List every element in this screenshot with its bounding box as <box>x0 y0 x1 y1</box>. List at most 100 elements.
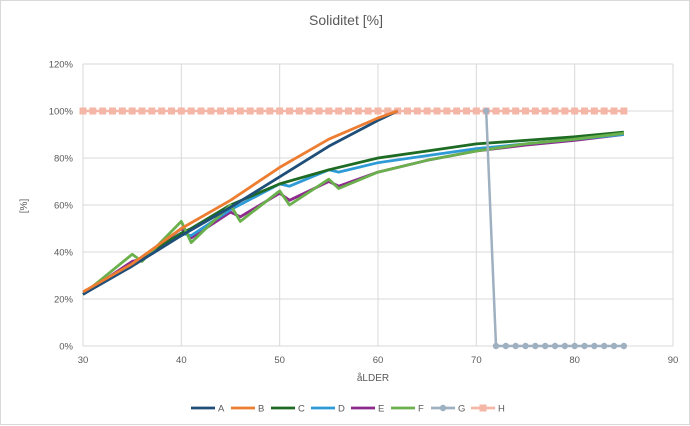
data-point <box>492 107 500 115</box>
data-point <box>463 107 470 115</box>
data-point <box>610 107 618 115</box>
data-point <box>404 107 411 115</box>
data-point <box>502 342 510 350</box>
data-point <box>512 107 520 115</box>
data-point <box>581 107 588 115</box>
series-line-c <box>82 130 624 296</box>
data-point <box>512 342 519 350</box>
data-point <box>600 107 608 115</box>
legend-item-c: C <box>271 404 305 415</box>
legend-item-g: G <box>431 404 465 415</box>
data-point <box>345 107 352 115</box>
data-point <box>443 107 451 115</box>
data-point <box>335 107 343 115</box>
data-point <box>541 107 549 115</box>
data-point <box>522 342 529 350</box>
data-point <box>551 342 559 350</box>
legend-item-a: A <box>191 404 225 415</box>
data-point <box>207 107 215 115</box>
legend-label: D <box>338 404 345 415</box>
y-tick-label: 0% <box>59 342 73 353</box>
data-point <box>286 107 293 115</box>
series-g <box>482 107 628 350</box>
grid <box>82 63 674 347</box>
legend-label: G <box>458 404 465 415</box>
x-tick-label: 50 <box>274 355 285 366</box>
data-point <box>502 107 510 115</box>
series-c <box>82 130 624 296</box>
data-point <box>600 342 608 350</box>
data-point <box>276 107 284 115</box>
data-point <box>384 107 392 115</box>
data-point <box>354 107 362 115</box>
data-point <box>472 107 480 115</box>
legend-item-d: D <box>311 404 345 415</box>
data-point <box>266 107 274 115</box>
data-point <box>591 342 598 350</box>
legend-label: C <box>298 404 305 415</box>
data-point <box>413 107 421 115</box>
legend: A B C D E F G H <box>191 404 505 415</box>
legend-label: B <box>258 404 264 415</box>
chart-title: Soliditet [%] <box>309 12 383 28</box>
data-point <box>590 107 598 115</box>
data-point <box>423 107 431 115</box>
data-point <box>227 107 234 115</box>
data-point <box>522 107 529 115</box>
x-tick-label: 70 <box>471 355 482 366</box>
x-axis-label: åLDER <box>357 372 389 384</box>
data-point <box>79 107 87 115</box>
data-point <box>581 342 588 350</box>
x-tick-labels: 30 40 50 60 70 80 90 <box>78 355 679 366</box>
data-point <box>197 107 205 115</box>
data-point <box>177 107 185 115</box>
data-point <box>305 107 313 115</box>
x-tick-label: 30 <box>78 355 89 366</box>
series-a <box>82 109 399 296</box>
data-point <box>325 107 333 115</box>
data-point <box>453 107 461 115</box>
legend-item-e: E <box>351 404 384 415</box>
legend-marker <box>439 404 447 412</box>
data-point <box>99 107 107 115</box>
y-tick-label: 120% <box>49 60 74 71</box>
data-point <box>561 107 569 115</box>
data-point <box>492 342 500 350</box>
legend-marker <box>479 404 487 412</box>
data-point <box>482 107 490 115</box>
data-point <box>256 107 264 115</box>
data-point <box>571 107 579 115</box>
data-point <box>217 107 225 115</box>
x-tick-label: 60 <box>373 355 384 366</box>
data-point <box>541 342 549 350</box>
legend-label: A <box>218 404 225 415</box>
data-point <box>295 107 303 115</box>
series-line-a <box>82 109 399 296</box>
data-point <box>128 107 136 115</box>
series-line-f <box>82 131 624 296</box>
y-axis-label: [%] <box>19 199 30 214</box>
data-point <box>571 342 578 350</box>
data-point <box>118 107 126 115</box>
x-tick-label: 90 <box>668 355 679 366</box>
series-b <box>82 109 399 294</box>
data-point <box>109 107 116 115</box>
y-tick-label: 20% <box>54 295 74 306</box>
data-point <box>364 107 372 115</box>
legend-label: H <box>498 404 505 415</box>
data-point <box>168 107 175 115</box>
data-point <box>246 107 254 115</box>
data-point <box>531 107 539 115</box>
legend-item-b: B <box>231 404 264 415</box>
data-point <box>620 107 628 115</box>
data-point <box>532 342 539 350</box>
data-point <box>433 107 441 115</box>
data-point <box>551 107 559 115</box>
y-tick-label: 80% <box>54 154 74 165</box>
series-group <box>79 107 628 350</box>
data-point <box>315 107 323 115</box>
data-point <box>374 107 382 115</box>
x-tick-label: 40 <box>176 355 187 366</box>
